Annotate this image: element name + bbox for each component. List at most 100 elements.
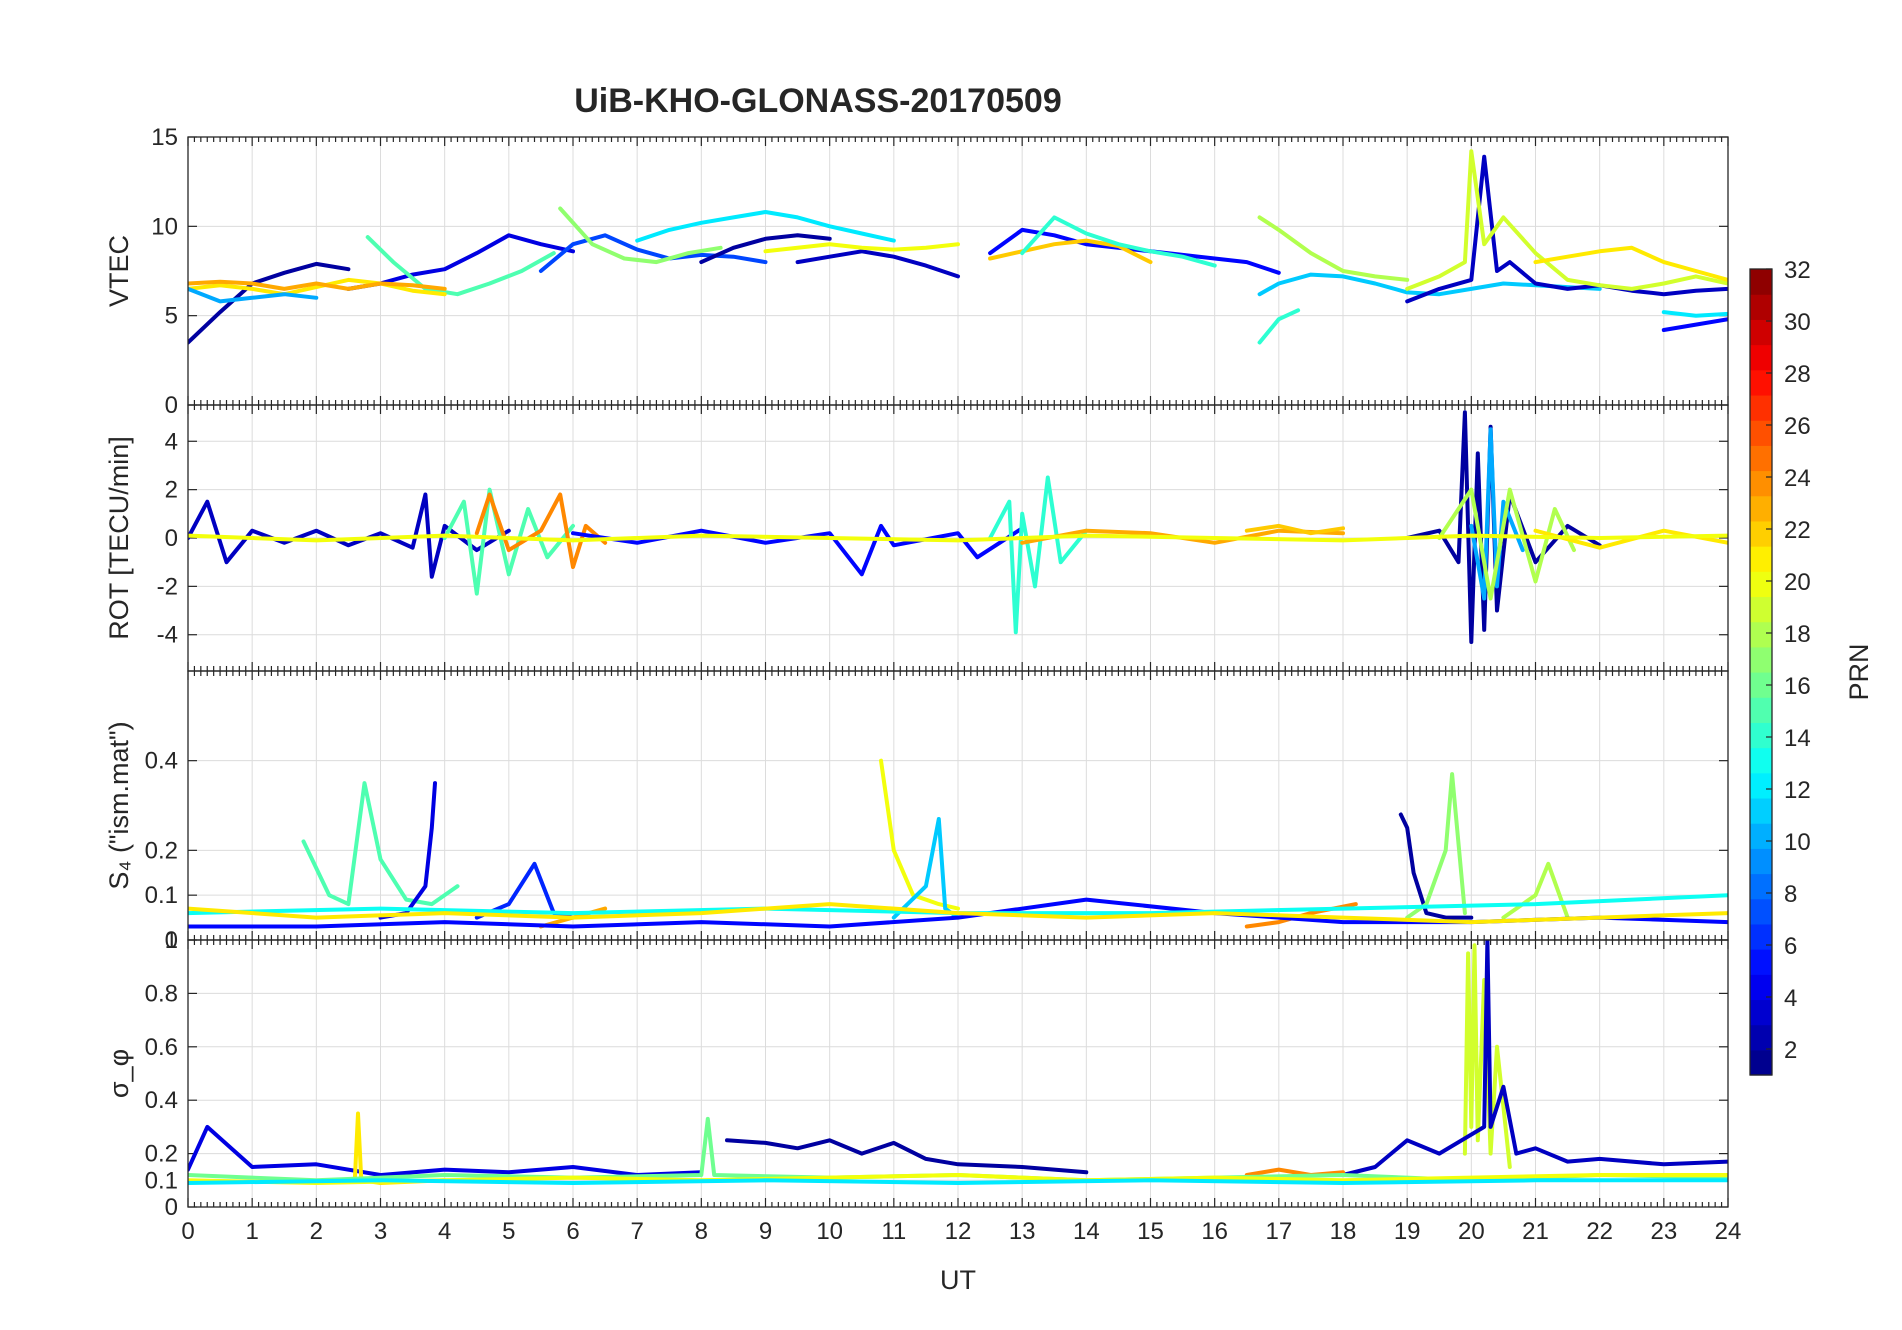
colorbar-swatch	[1750, 294, 1772, 320]
y-tick-label: 10	[151, 213, 178, 240]
x-tick-label: 14	[1073, 1218, 1100, 1245]
x-tick-label: 21	[1522, 1218, 1549, 1245]
colorbar-tick-label: 28	[1784, 361, 1811, 388]
colorbar-swatch	[1750, 319, 1772, 346]
colorbar-frame	[1749, 268, 1773, 1076]
colorbar-swatch	[1750, 621, 1772, 648]
x-tick-label: 3	[374, 1218, 387, 1245]
y-tick-label: -2	[157, 573, 178, 600]
x-tick-label: 17	[1265, 1218, 1292, 1245]
colorbar-swatch	[1750, 747, 1772, 774]
series-prn-5	[1661, 317, 1728, 332]
series-prn-14	[1257, 308, 1301, 345]
y-tick-label: 0.4	[145, 1087, 178, 1114]
y-tick-label: 0.1	[145, 1167, 178, 1194]
colorbar-swatch	[1750, 420, 1772, 446]
x-tick-label: 12	[945, 1218, 972, 1245]
series-prn-21	[188, 902, 1728, 925]
series-prn-24	[474, 492, 608, 569]
colorbar-tick-label: 20	[1784, 569, 1811, 596]
series-group	[188, 940, 1728, 1185]
x-tick-label: 20	[1458, 1218, 1485, 1245]
colorbar-swatch	[1750, 596, 1772, 623]
colorbar-tick-label: 32	[1784, 257, 1811, 284]
series-prn-2	[1398, 812, 1474, 920]
x-tick-label: 6	[566, 1218, 579, 1245]
y-axis-label-vtec: VTEC	[104, 235, 134, 307]
x-tick-label: 18	[1330, 1218, 1357, 1245]
colorbar-tick-label: 16	[1784, 673, 1811, 700]
series-prn-20	[879, 758, 960, 911]
colorbar-swatch	[1750, 394, 1772, 421]
series-prn-14	[988, 475, 1089, 635]
series-prn-21	[188, 277, 447, 297]
colorbar-swatch	[1750, 772, 1772, 799]
series-prn-12	[635, 210, 896, 243]
x-tick-label: 4	[438, 1218, 451, 1245]
colorbar-swatch	[1750, 873, 1772, 900]
colorbar-swatch	[1750, 269, 1772, 295]
colorbar-tick-label: 18	[1784, 621, 1811, 648]
panel-frame	[187, 939, 1729, 1208]
colorbar-swatch	[1750, 722, 1772, 749]
x-tick-label: 1	[245, 1218, 258, 1245]
series-prn-19	[1405, 149, 1728, 291]
series-group	[188, 758, 1728, 929]
colorbar-swatch	[1750, 672, 1772, 698]
y-tick-label: 0.6	[145, 1034, 178, 1061]
colorbar-swatch	[1750, 848, 1772, 875]
colorbar-swatch	[1750, 923, 1772, 950]
series-prn-20	[763, 242, 960, 254]
y-tick-label: 0	[165, 1194, 178, 1221]
series-prn-5	[988, 227, 1281, 275]
x-tick-label: 22	[1586, 1218, 1613, 1245]
colorbar-swatch	[1750, 974, 1772, 1001]
series-prn-23	[188, 279, 447, 291]
series-prn-14	[1020, 215, 1217, 268]
chart-title: UiB-KHO-GLONASS-20170509	[574, 82, 1061, 120]
series-prn-22	[1244, 523, 1345, 536]
series-group	[188, 410, 1728, 644]
x-tick-label: 9	[759, 1218, 772, 1245]
panel-s4: 0 0.1 0.2 0.4 S₄ ("ism.mat")	[104, 670, 1729, 954]
colorbar-swatch	[1750, 369, 1772, 396]
x-tick-label: 2	[310, 1218, 323, 1245]
colorbar-swatch	[1750, 646, 1772, 673]
series-prn-10	[188, 286, 319, 304]
series-prn-17	[558, 206, 723, 265]
series-prn-5	[571, 523, 1025, 577]
panel-vtec: 0 5 10 15 VTEC	[104, 124, 1729, 419]
y-tick-label: 0.2	[145, 1141, 178, 1168]
series-prn-18	[1437, 487, 1576, 601]
series-prn-3	[1405, 154, 1728, 304]
y-tick-label: 0.1	[145, 882, 178, 909]
colorbar-label: PRN	[1844, 643, 1874, 700]
colorbar-swatch	[1750, 898, 1772, 925]
x-tick-label: 0	[181, 1218, 194, 1245]
series-prn-19	[1462, 943, 1512, 1169]
x-tick-label: 5	[502, 1218, 515, 1245]
x-tick-label: 15	[1137, 1218, 1164, 1245]
colorbar-swatch	[1750, 470, 1772, 497]
y-tick-label: 0.2	[145, 837, 178, 864]
series-prn-2	[699, 233, 832, 265]
series-prn-2	[1405, 410, 1602, 644]
series-group	[188, 149, 1728, 345]
x-tick-label: 19	[1394, 1218, 1421, 1245]
colorbar-swatch	[1750, 823, 1772, 849]
y-tick-label: 0.4	[145, 748, 178, 775]
x-tick-label: 10	[816, 1218, 843, 1245]
y-tick-label: 0	[165, 525, 178, 552]
colorbar-tick-label: 2	[1784, 1037, 1797, 1064]
x-tick-label: 7	[630, 1218, 643, 1245]
y-tick-label: 0	[165, 392, 178, 419]
colorbar-swatch	[1750, 999, 1772, 1026]
series-prn-2	[188, 261, 351, 345]
colorbar-swatch	[1750, 445, 1772, 472]
series-prn-17	[1405, 772, 1467, 920]
y-tick-label: 0.8	[145, 980, 178, 1007]
colorbar-swatch	[1750, 495, 1772, 522]
